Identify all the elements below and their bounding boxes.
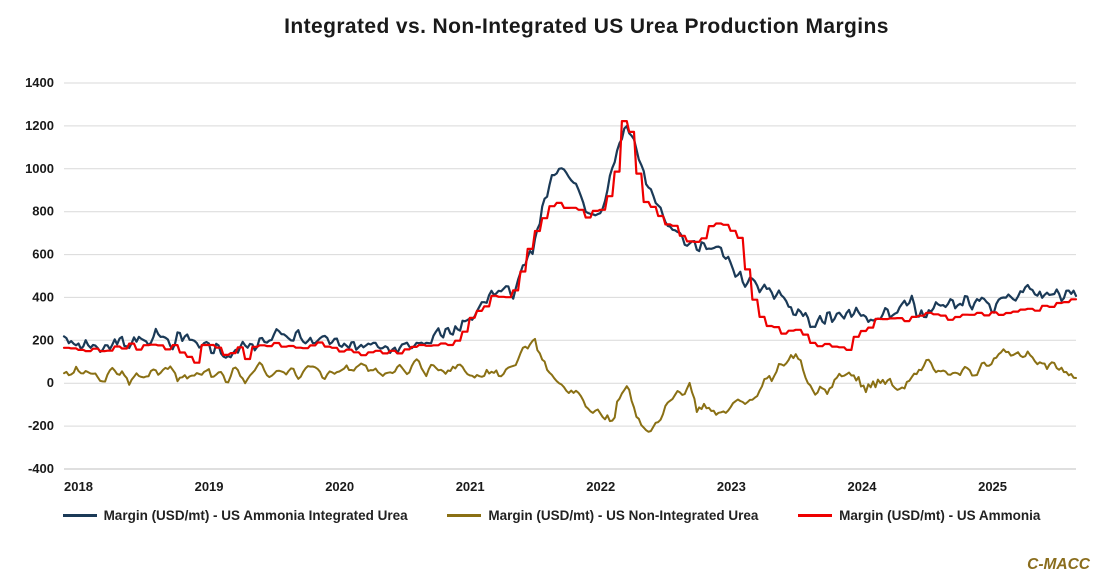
svg-text:2022: 2022 <box>586 479 615 494</box>
svg-text:2019: 2019 <box>195 479 224 494</box>
svg-text:-200: -200 <box>28 418 54 433</box>
svg-text:2024: 2024 <box>848 479 878 494</box>
svg-text:2020: 2020 <box>325 479 354 494</box>
svg-text:1400: 1400 <box>25 75 54 90</box>
svg-text:200: 200 <box>32 332 54 347</box>
svg-text:2023: 2023 <box>717 479 746 494</box>
svg-text:2025: 2025 <box>978 479 1007 494</box>
svg-text:-400: -400 <box>28 461 54 476</box>
svg-text:1200: 1200 <box>25 118 54 133</box>
svg-text:800: 800 <box>32 204 54 219</box>
svg-text:400: 400 <box>32 289 54 304</box>
svg-text:600: 600 <box>32 247 54 262</box>
svg-text:2018: 2018 <box>64 479 93 494</box>
svg-text:0: 0 <box>47 375 54 390</box>
svg-text:1000: 1000 <box>25 161 54 176</box>
svg-text:2021: 2021 <box>456 479 485 494</box>
